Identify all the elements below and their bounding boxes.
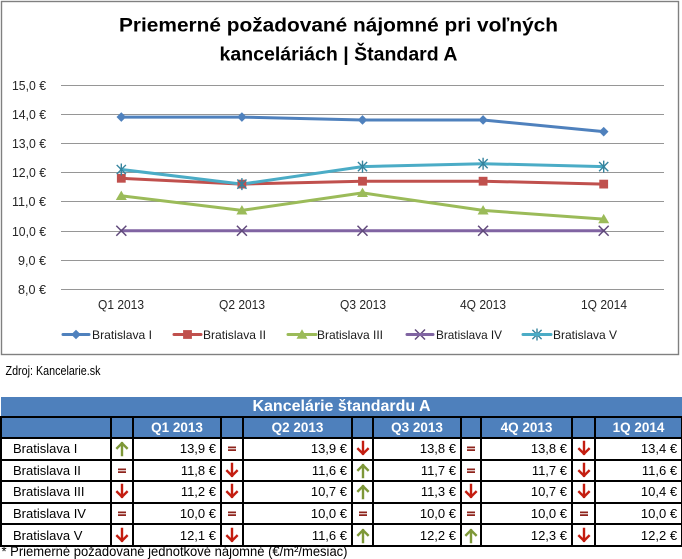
svg-text:12,0 €: 12,0 €	[12, 166, 46, 180]
svg-text:14,0 €: 14,0 €	[12, 108, 46, 122]
svg-text:1Q 2014: 1Q 2014	[581, 298, 627, 312]
svg-text:Q1 2013: Q1 2013	[98, 298, 144, 312]
svg-text:Zdroj: Kancelarie.sk: Zdroj: Kancelarie.sk	[6, 364, 102, 378]
svg-text:Bratislava III: Bratislava III	[317, 328, 383, 342]
svg-text:11,0 €: 11,0 €	[12, 195, 46, 209]
svg-text:Bratislava IV: Bratislava IV	[436, 328, 502, 342]
svg-text:Bratislava II: Bratislava II	[203, 328, 266, 342]
svg-text:15,0 €: 15,0 €	[12, 79, 46, 93]
svg-text:10,0 €: 10,0 €	[12, 225, 46, 239]
svg-text:Bratislava I: Bratislava I	[92, 328, 152, 342]
svg-text:8,0 €: 8,0 €	[18, 283, 46, 297]
svg-text:Q2 2013: Q2 2013	[219, 298, 265, 312]
svg-text:kanceláriách | Štandard A: kanceláriách | Štandard A	[220, 42, 458, 66]
svg-text:Priemerné požadované nájomné p: Priemerné požadované nájomné pri voľných	[119, 15, 558, 37]
svg-text:13,0 €: 13,0 €	[12, 137, 46, 151]
svg-text:4Q 2013: 4Q 2013	[460, 298, 506, 312]
svg-text:Bratislava V: Bratislava V	[553, 328, 617, 342]
svg-text:9,0 €: 9,0 €	[18, 254, 46, 268]
svg-text:Q3 2013: Q3 2013	[340, 298, 386, 312]
svg-text:* Priemerné požadované jednotk: * Priemerné požadované jednotkové nájomn…	[2, 544, 348, 559]
